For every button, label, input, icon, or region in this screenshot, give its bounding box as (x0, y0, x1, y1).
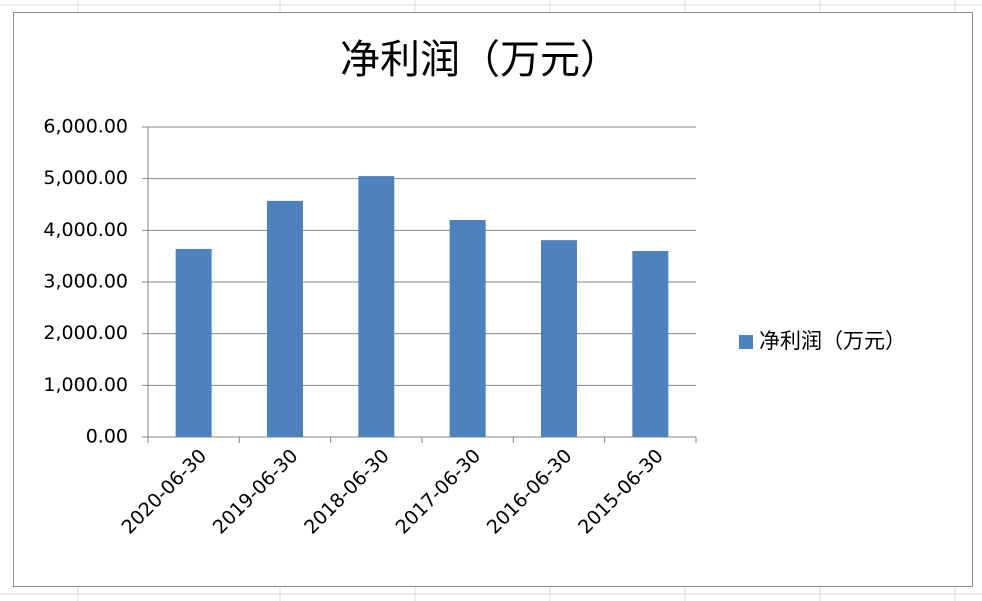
y-tick-label: 6,000.00 (43, 116, 128, 138)
chart-frame (13, 12, 973, 587)
chart-title: 净利润（万元） (340, 37, 620, 83)
y-tick-label: 3,000.00 (43, 271, 128, 293)
bar (541, 240, 577, 437)
y-tick-label: 1,000.00 (43, 374, 128, 396)
y-tick-label: 5,000.00 (43, 167, 128, 189)
bar (267, 200, 303, 437)
y-tick-label: 0.00 (86, 426, 128, 448)
bar (449, 220, 486, 437)
y-tick-label: 4,000.00 (43, 219, 128, 241)
bar (632, 251, 669, 437)
legend-swatch (739, 335, 753, 349)
legend-label: 净利润（万元） (759, 329, 906, 353)
y-tick-label: 2,000.00 (43, 322, 128, 344)
bar (358, 176, 395, 438)
bar (175, 248, 212, 437)
